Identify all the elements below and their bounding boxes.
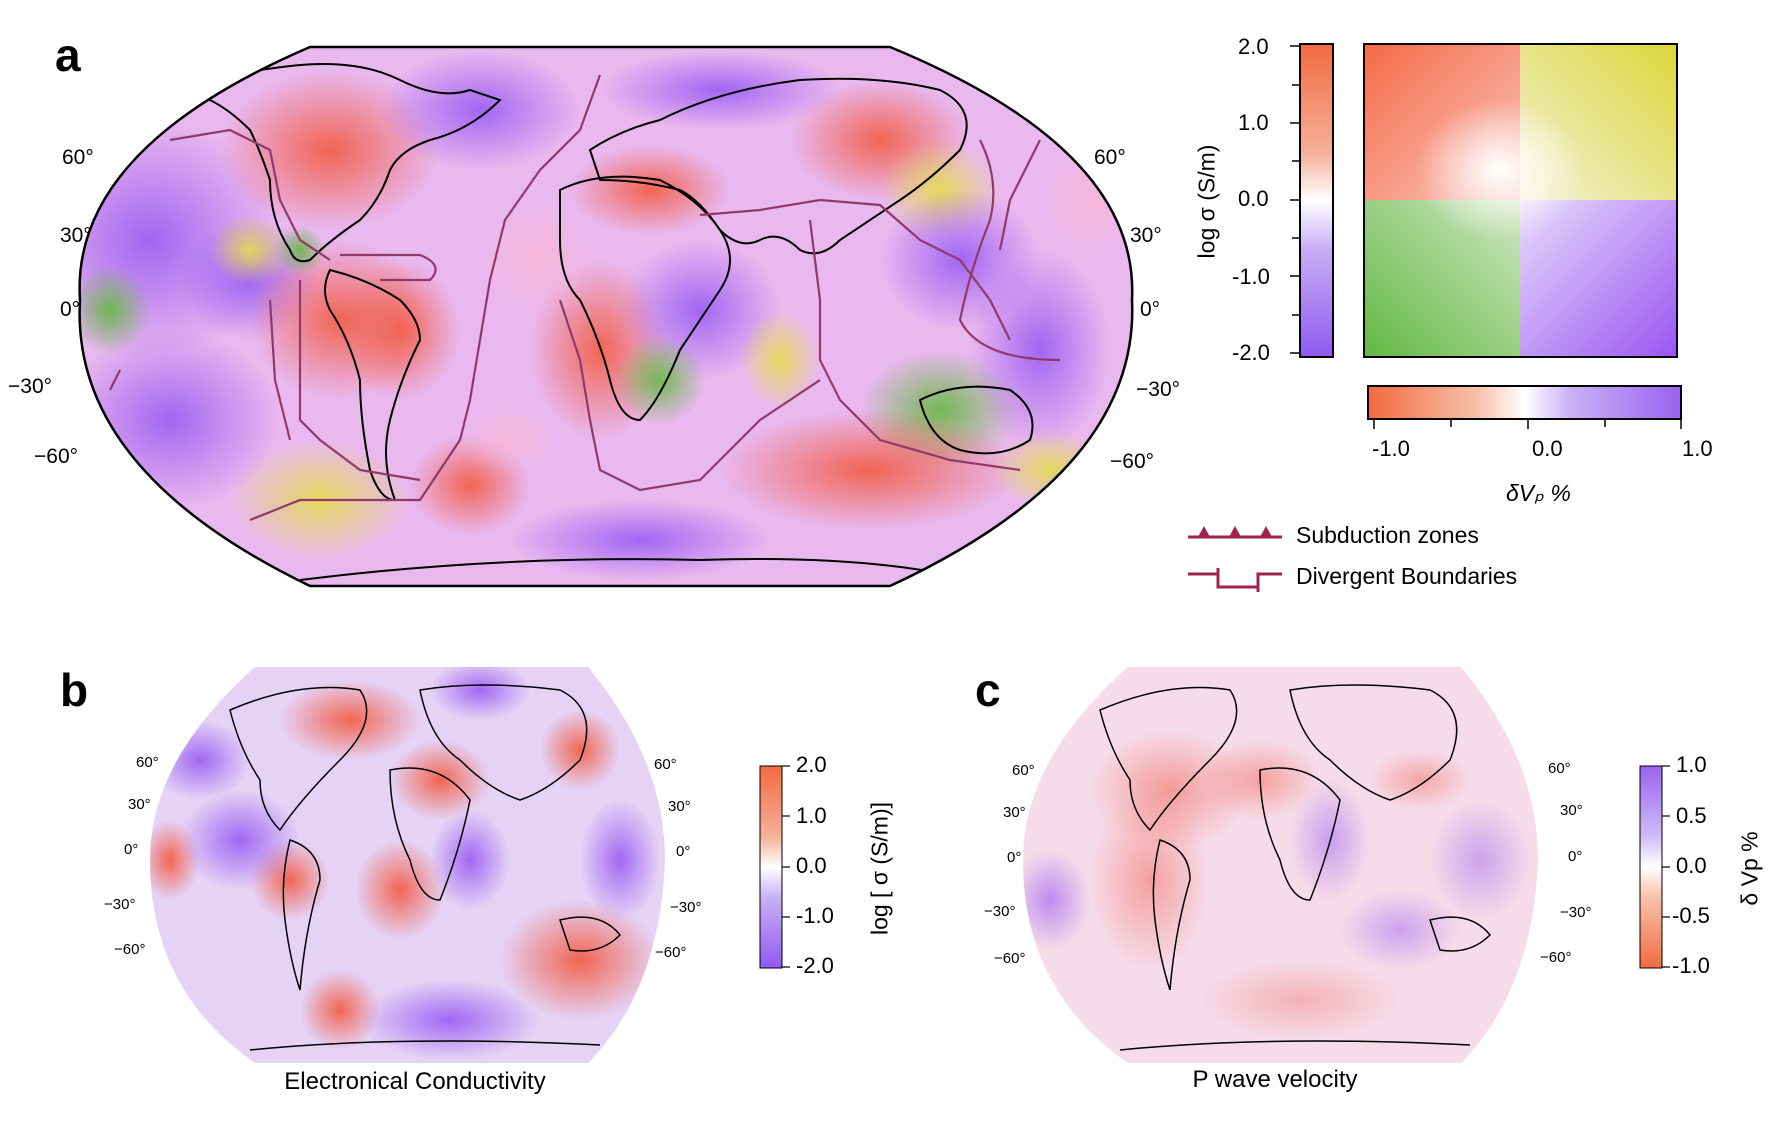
panel-b-lat-right-30: 30°	[668, 798, 691, 815]
panel-b-lat-right-m30: −30°	[670, 899, 702, 916]
panel-c-lat-left-60: 60°	[1012, 762, 1035, 779]
panel-a-lat-right-30: 30°	[1130, 224, 1162, 247]
panel-c-lat-right-m60: −60°	[1540, 949, 1572, 966]
bivariate-y-tick-m1: -1.0	[1232, 264, 1270, 289]
panel-a-lat-left-m30: −30°	[8, 375, 53, 398]
panel-c-lat-right-30: 30°	[1560, 802, 1583, 819]
panel-b-lat-right-0: 0°	[676, 843, 691, 860]
panel-a-frame	[78, 45, 1134, 588]
panel-a-lat-left-0: 0°	[60, 298, 81, 321]
legend-subduction-symbol	[1188, 526, 1282, 539]
panel-b-lat-left-0: 0°	[124, 841, 139, 858]
bivariate-x-label: δVₚ %	[1506, 480, 1571, 506]
panel-c-field	[1023, 667, 1538, 1063]
panel-c-lat-left-0: 0°	[1007, 849, 1022, 866]
legend-divergent-label: Divergent Boundaries	[1296, 563, 1518, 589]
panel-c-cb-tick-1: 1.0	[1676, 752, 1707, 777]
panel-b-cb-tick-m2: -2.0	[796, 953, 834, 978]
panel-b-cb-tick-0: 0.0	[796, 853, 827, 878]
panel-c-letter: c	[975, 664, 1001, 716]
panel-a-lat-left-m60: −60°	[34, 445, 79, 468]
panel-a-coastlines	[209, 63, 1034, 581]
panel-c-lat-left-m30: −30°	[984, 903, 1016, 920]
panel-b-lat-left-30: 30°	[128, 796, 151, 813]
legend-subduction-label: Subduction zones	[1296, 522, 1479, 548]
panel-b-lat-right-m60: −60°	[655, 944, 687, 961]
panel-c-cb-label: δ Vp %	[1736, 831, 1763, 906]
panel-c-lat-left-m60: −60°	[994, 950, 1026, 967]
panel-b-letter: b	[60, 664, 89, 716]
legend-divergent-symbol	[1188, 568, 1282, 592]
panel-c-lat-right-m30: −30°	[1560, 904, 1592, 921]
panel-b-cb-tick-2: 2.0	[796, 752, 827, 777]
panel-a-lat-left-30: 30°	[60, 224, 92, 247]
panel-a-lat-right-m60: −60°	[1110, 450, 1155, 473]
panel-a-field	[79, 47, 1133, 586]
panel-c-lat-right-0: 0°	[1568, 848, 1583, 865]
panel-c-cb-tick-0: 0.0	[1676, 853, 1707, 878]
panel-a-lat-right-60: 60°	[1094, 146, 1126, 169]
panel-b-lat-left-60: 60°	[136, 754, 159, 771]
panel-b-cb-tick-1: 1.0	[796, 803, 827, 828]
panel-c-cb-tick-m05: -0.5	[1672, 903, 1710, 928]
bivariate-y-tick-2: 2.0	[1238, 34, 1269, 59]
bivariate-y-label: log σ (S/m)	[1193, 144, 1220, 259]
panel-c-cb-tick-m1: -1.0	[1672, 953, 1710, 978]
panel-b-coastlines	[229, 684, 622, 1051]
panel-c-lat-left-30: 30°	[1003, 804, 1026, 821]
panel-c-colorbar	[1639, 765, 1670, 969]
panel-b-lat-left-m60: −60°	[114, 941, 146, 958]
panel-b-colorbar	[759, 765, 790, 969]
panel-b-field	[150, 667, 665, 1063]
panel-b-lat-left-m30: −30°	[104, 896, 136, 913]
panel-a-lat-right-0: 0°	[1140, 298, 1161, 321]
panel-b-lat-right-60: 60°	[654, 756, 677, 773]
panel-a-letter: a	[55, 29, 81, 81]
panel-a-vp-bar	[1367, 385, 1682, 429]
bivariate-y-tick-0: 0.0	[1238, 186, 1269, 211]
panel-b-cb-tick-m1: -1.0	[796, 903, 834, 928]
bivariate-colorbar-square	[1363, 43, 1678, 358]
bivariate-y-tick-1: 1.0	[1238, 110, 1269, 135]
panel-b-caption: Electronical Conductivity	[284, 1068, 546, 1095]
bivariate-x-tick-m1: -1.0	[1372, 436, 1410, 461]
panel-c-coastlines	[1099, 684, 1492, 1051]
bivariate-x-tick-1: 1.0	[1682, 436, 1713, 461]
panel-b-cb-label: log [ σ (S/m)]	[866, 801, 893, 936]
panel-c-cb-tick-05: 0.5	[1676, 803, 1707, 828]
panel-a-lat-right-m30: −30°	[1136, 378, 1181, 401]
bivariate-y-tick-m2: -2.0	[1232, 340, 1270, 365]
panel-c-lat-right-60: 60°	[1548, 760, 1571, 777]
panel-a-conductivity-bar	[1290, 43, 1334, 358]
panel-a-plate-boundaries	[109, 74, 1061, 522]
panel-c-caption: P wave velocity	[1192, 1066, 1358, 1093]
panel-a-lat-left-60: 60°	[62, 146, 94, 169]
bivariate-x-tick-0: 0.0	[1532, 436, 1563, 461]
